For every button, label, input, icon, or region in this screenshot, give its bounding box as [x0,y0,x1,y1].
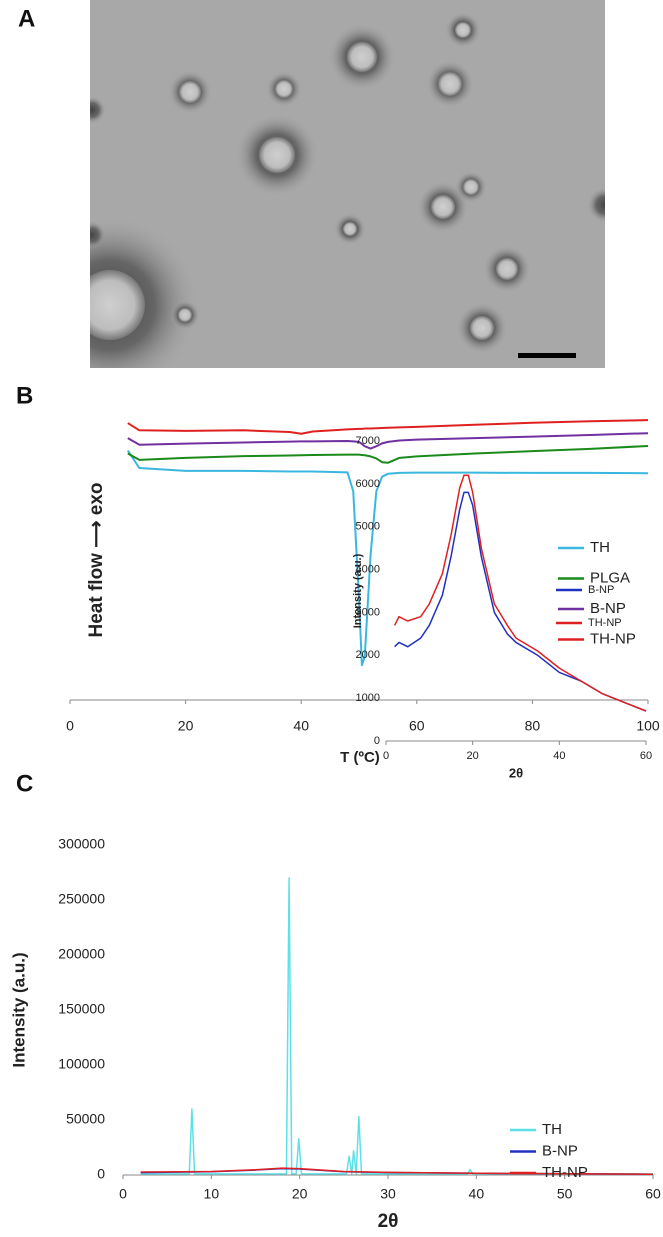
y-tick-label: 100000 [58,1056,105,1072]
halo [90,96,106,124]
x-tick-label: 100 [636,718,660,734]
series-line [140,877,653,1175]
x-tick-label: 60 [640,750,652,762]
x-tick-label: 20 [292,1186,308,1202]
x-tick-label: 20 [178,718,194,734]
x-tick-label: 60 [409,718,425,734]
legend-label: TH-NP [588,617,622,629]
series-line [140,1167,654,1175]
x-tick-label: 0 [66,718,74,734]
particle [179,81,201,103]
particle [496,258,518,280]
legend-label: B-NP [588,584,614,596]
legend-label: TH-NP [590,630,636,647]
legend-label: B-NP [590,600,626,617]
y-tick-label: 4000 [356,563,380,575]
scale-bar [518,353,576,358]
x-tick-label: 80 [525,718,541,734]
y-tick-label: 150000 [58,1001,105,1017]
y-tick-label: 7000 [356,435,380,447]
particle [438,72,462,96]
x-tick-label: 30 [380,1186,396,1202]
series-line [394,474,647,712]
panel-label: B [16,382,33,409]
y-tick-label: 5000 [356,521,380,533]
y-axis-label: Intensity (a.u.) [352,553,364,628]
series-line [127,444,649,464]
y-axis-label: Intensity (a.u.) [9,952,28,1067]
legend-label: TH-NP [542,1164,588,1181]
x-tick-label: 50 [557,1186,573,1202]
halo [90,221,106,249]
y-tick-label: 300000 [58,836,105,852]
particle [178,308,192,322]
particle [259,137,295,173]
x-tick-label: 40 [553,750,565,762]
series-line [394,491,647,712]
series-line [126,450,649,667]
legend-label: B-NP [542,1142,578,1159]
y-tick-label: 1000 [356,692,380,704]
x-tick-label: 60 [645,1186,661,1202]
panel-label: A [18,5,35,32]
particle [343,222,357,236]
particle [431,195,455,219]
series-line [127,432,649,450]
legend-label: PLGA [590,569,630,586]
legend-label: TH [590,539,610,556]
y-axis-label: Heat flow ⟶ exo [86,483,107,638]
x-tick-label: 10 [204,1186,220,1202]
halo [587,187,605,223]
particle [347,42,377,72]
tem-image [90,0,605,368]
x-tick-label: 0 [119,1186,127,1202]
y-tick-label: 0 [97,1166,105,1182]
y-tick-label: 250000 [58,891,105,907]
y-tick-label: 50000 [66,1111,105,1127]
particle [455,22,471,38]
x-axis-label: T (ºC) [340,749,380,766]
x-tick-label: 20 [467,750,479,762]
particle [90,270,145,340]
y-tick-label: 6000 [356,478,380,490]
x-tick-label: 40 [469,1186,485,1202]
particle [470,316,494,340]
x-tick-label: 40 [293,718,309,734]
legend-label: TH [542,1121,562,1138]
particle [463,179,479,195]
x-tick-label: 0 [383,750,389,762]
y-tick-label: 0 [374,735,380,747]
panel-label: C [16,770,33,797]
y-tick-label: 3000 [356,606,380,618]
x-axis-label: 2θ [509,765,523,780]
y-tick-label: 200000 [58,946,105,962]
y-tick-label: 2000 [356,649,380,661]
series-line [127,419,649,435]
x-axis-label: 2θ [378,1211,399,1232]
particle [275,80,293,98]
